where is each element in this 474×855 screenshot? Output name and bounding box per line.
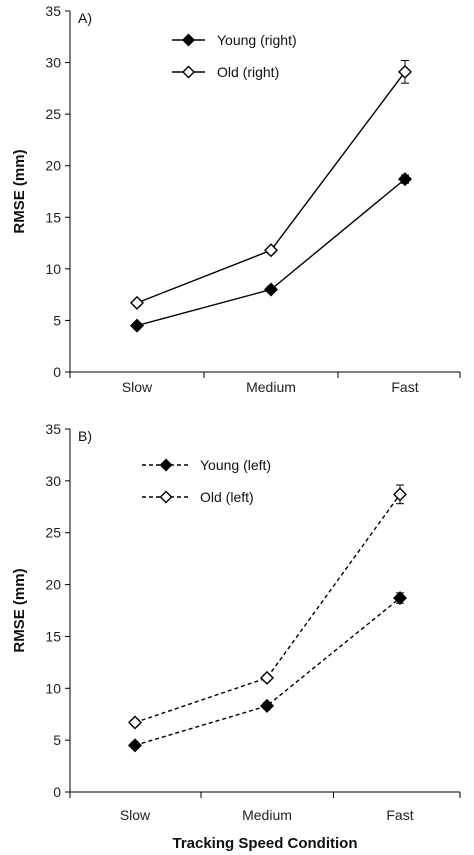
y-tick-label: 25 — [45, 525, 61, 541]
panel-label: A) — [78, 10, 92, 26]
legend-label: Young (right) — [217, 32, 297, 48]
legend-entry: Old (left) — [142, 489, 254, 505]
y-tick-label: 0 — [53, 364, 61, 380]
legend-marker — [182, 33, 195, 47]
x-tick-label: Fast — [391, 379, 418, 395]
y-tick-label: 5 — [53, 732, 61, 748]
x-tick-label: Medium — [242, 807, 292, 823]
legend-marker — [159, 458, 173, 472]
legend-entry: Old (right) — [172, 64, 279, 80]
legend-label: Young (left) — [200, 457, 271, 473]
data-point — [393, 487, 407, 502]
data-point — [260, 698, 274, 713]
y-tick-label: 10 — [45, 261, 61, 277]
y-tick-label: 20 — [45, 577, 61, 593]
y-tick-label: 15 — [45, 628, 61, 644]
panel-label: B) — [78, 428, 92, 444]
series-young — [128, 591, 407, 753]
y-tick-label: 30 — [45, 55, 61, 71]
x-tick-label: Slow — [122, 379, 153, 395]
data-point — [398, 172, 412, 187]
y-tick-label: 10 — [45, 680, 61, 696]
series-old — [128, 484, 407, 730]
panel-b: 0 5 10 15 20 25 30 35 Slow Medium Fast RMSE (mm) Tra… — [11, 421, 461, 852]
y-tick-label: 5 — [53, 312, 61, 328]
data-point — [260, 670, 274, 685]
y-axis-label: RMSE (mm) — [11, 149, 28, 233]
x-tick-label: Slow — [120, 807, 151, 823]
legend-label: Old (left) — [200, 489, 254, 505]
series-old — [130, 60, 412, 310]
y-tick-label: 0 — [53, 784, 61, 800]
legend-marker — [182, 65, 195, 79]
y-tick-label: 30 — [45, 473, 61, 489]
x-tick-label: Medium — [246, 379, 296, 395]
data-point — [128, 738, 142, 753]
data-point — [128, 715, 142, 730]
panel-a: 0 5 10 15 20 25 30 35 Slow Medium Fast RMSE (mm) A) Y… — [11, 3, 461, 395]
series-line — [136, 71, 406, 304]
y-tick-label: 25 — [45, 106, 61, 122]
y-axis-label: RMSE (mm) — [11, 568, 28, 652]
y-tick-label: 15 — [45, 209, 61, 225]
y-tick-label: 20 — [45, 158, 61, 174]
data-point — [130, 295, 144, 310]
series-line — [134, 597, 401, 746]
data-point — [264, 243, 278, 258]
legend-entry: Young (right) — [172, 32, 297, 48]
y-tick-label: 35 — [45, 3, 61, 19]
data-point — [393, 591, 407, 606]
data-point — [130, 318, 144, 333]
legend-label: Old (right) — [217, 64, 279, 80]
x-axis-label: Tracking Speed Condition — [172, 835, 357, 852]
x-tick-label: Fast — [386, 807, 413, 823]
series-young — [130, 172, 412, 333]
data-point — [398, 64, 412, 79]
series-line — [134, 493, 401, 724]
data-point — [264, 282, 278, 297]
y-tick-label: 35 — [45, 421, 61, 437]
legend-entry: Young (left) — [142, 457, 271, 473]
legend-marker — [159, 490, 173, 504]
